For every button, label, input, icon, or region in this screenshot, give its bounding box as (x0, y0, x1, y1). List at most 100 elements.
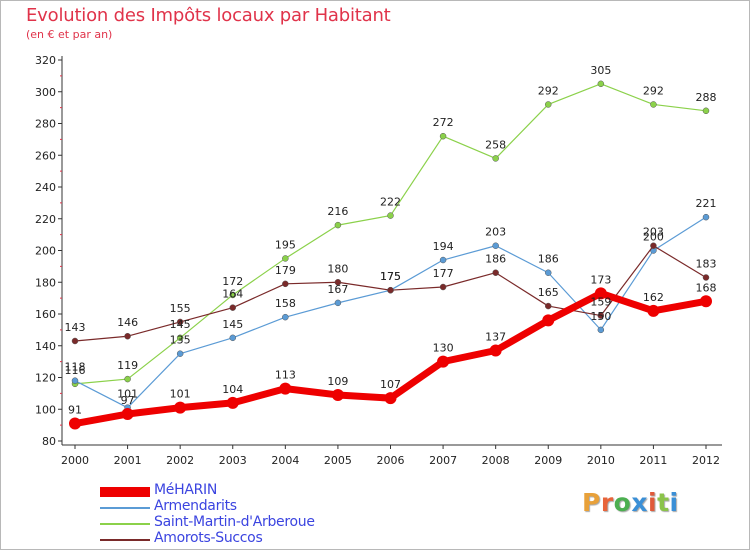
data-label: 130 (433, 342, 454, 355)
x-tick-label: 2011 (639, 454, 667, 467)
chart-title: Evolution des Impôts locaux par Habitant (26, 5, 391, 26)
data-point (121, 408, 134, 421)
data-point (650, 242, 657, 249)
data-label: 135 (170, 334, 191, 347)
data-point (69, 417, 81, 430)
legend-item: Saint-Martin-d'Arberoue (100, 514, 400, 531)
data-label: 113 (275, 369, 296, 382)
legend-label: Armendarits (154, 498, 237, 514)
y-tick-label: 320 (35, 54, 56, 67)
data-label: 118 (65, 361, 86, 374)
data-label: 101 (117, 388, 138, 401)
data-point (229, 291, 236, 299)
data-label: 272 (433, 116, 454, 129)
data-label: 172 (222, 275, 243, 288)
data-point (331, 388, 344, 401)
legend-swatch (100, 539, 150, 541)
legend-swatch (100, 487, 150, 497)
data-point (124, 332, 131, 340)
data-point (702, 107, 710, 115)
data-label: 165 (538, 286, 559, 299)
data-point (176, 350, 184, 357)
data-point (176, 318, 184, 326)
data-point (702, 213, 710, 221)
data-point (387, 286, 394, 294)
data-point (439, 256, 447, 264)
data-label: 167 (327, 283, 348, 296)
data-point (226, 396, 239, 409)
data-point (229, 304, 236, 311)
x-tick-label: 2004 (271, 454, 299, 467)
data-point (334, 221, 342, 229)
data-point (279, 382, 292, 395)
y-tick-label: 80 (42, 435, 56, 448)
data-label: 146 (117, 316, 138, 329)
data-label: 183 (696, 257, 717, 270)
data-point (71, 337, 79, 345)
series-lines (69, 80, 712, 430)
x-tick-label: 2001 (114, 454, 142, 467)
data-label: 258 (485, 138, 506, 151)
data-label: 173 (590, 273, 611, 286)
y-tick-label: 220 (35, 213, 56, 226)
data-point (282, 280, 289, 288)
data-label: 143 (65, 321, 86, 334)
data-label: 221 (696, 197, 717, 210)
legend-swatch (100, 523, 150, 525)
y-tick-label: 140 (35, 340, 56, 353)
data-label: 292 (643, 84, 664, 97)
data-point (597, 80, 605, 88)
chart-subtitle: (en € et par an) (26, 28, 113, 41)
data-label: 145 (170, 318, 191, 331)
legend-label: Saint-Martin-d'Arberoue (154, 514, 315, 530)
data-label: 186 (485, 253, 506, 266)
data-point (439, 283, 447, 291)
y-tick-label: 280 (35, 118, 56, 131)
data-label: 164 (222, 288, 243, 301)
data-point (545, 302, 552, 310)
x-tick-label: 2003 (219, 454, 247, 467)
x-tick-label: 2012 (692, 454, 720, 467)
proxiti-logo: Proxiti (582, 488, 679, 517)
data-label: 175 (380, 270, 401, 283)
data-point (282, 255, 289, 262)
y-tick-label: 260 (35, 149, 56, 162)
legend-item: Amorots-Succos (100, 530, 400, 547)
data-label: 292 (538, 84, 559, 97)
data-point (384, 392, 397, 405)
data-label: 104 (222, 383, 243, 396)
axes: 80 100 120 140 160 180 200 220 240 260 280 300 320 20… (35, 54, 722, 467)
data-label: 168 (696, 281, 717, 294)
data-point (650, 101, 657, 108)
data-point (492, 269, 499, 276)
data-point (334, 279, 342, 286)
x-tick-label: 2006 (377, 454, 405, 467)
data-label: 155 (170, 302, 191, 315)
data-point (334, 299, 342, 307)
data-point (702, 274, 710, 281)
x-tick-label: 2005 (324, 454, 352, 467)
data-label: 162 (643, 291, 664, 304)
data-point (594, 287, 607, 300)
x-tick-label: 2010 (587, 454, 615, 467)
data-point (545, 269, 552, 276)
x-tick-label: 2009 (534, 454, 562, 467)
data-label: 137 (485, 331, 506, 344)
data-point (545, 101, 552, 108)
legend-item: Armendarits (100, 498, 400, 515)
data-point (439, 132, 447, 140)
data-label: 107 (380, 378, 401, 391)
data-label: 175 (380, 270, 401, 283)
data-label: 222 (380, 196, 401, 209)
data-label: 97 (121, 394, 135, 407)
data-point (700, 295, 712, 308)
data-point (229, 334, 236, 342)
data-point (71, 377, 79, 384)
y-tick-label: 240 (35, 181, 56, 194)
x-tick-label: 2002 (166, 454, 194, 467)
data-label: 180 (327, 262, 348, 275)
data-point (492, 242, 499, 249)
legend-swatch (100, 507, 150, 509)
data-point (387, 212, 394, 219)
x-tick-label: 2008 (482, 454, 510, 467)
